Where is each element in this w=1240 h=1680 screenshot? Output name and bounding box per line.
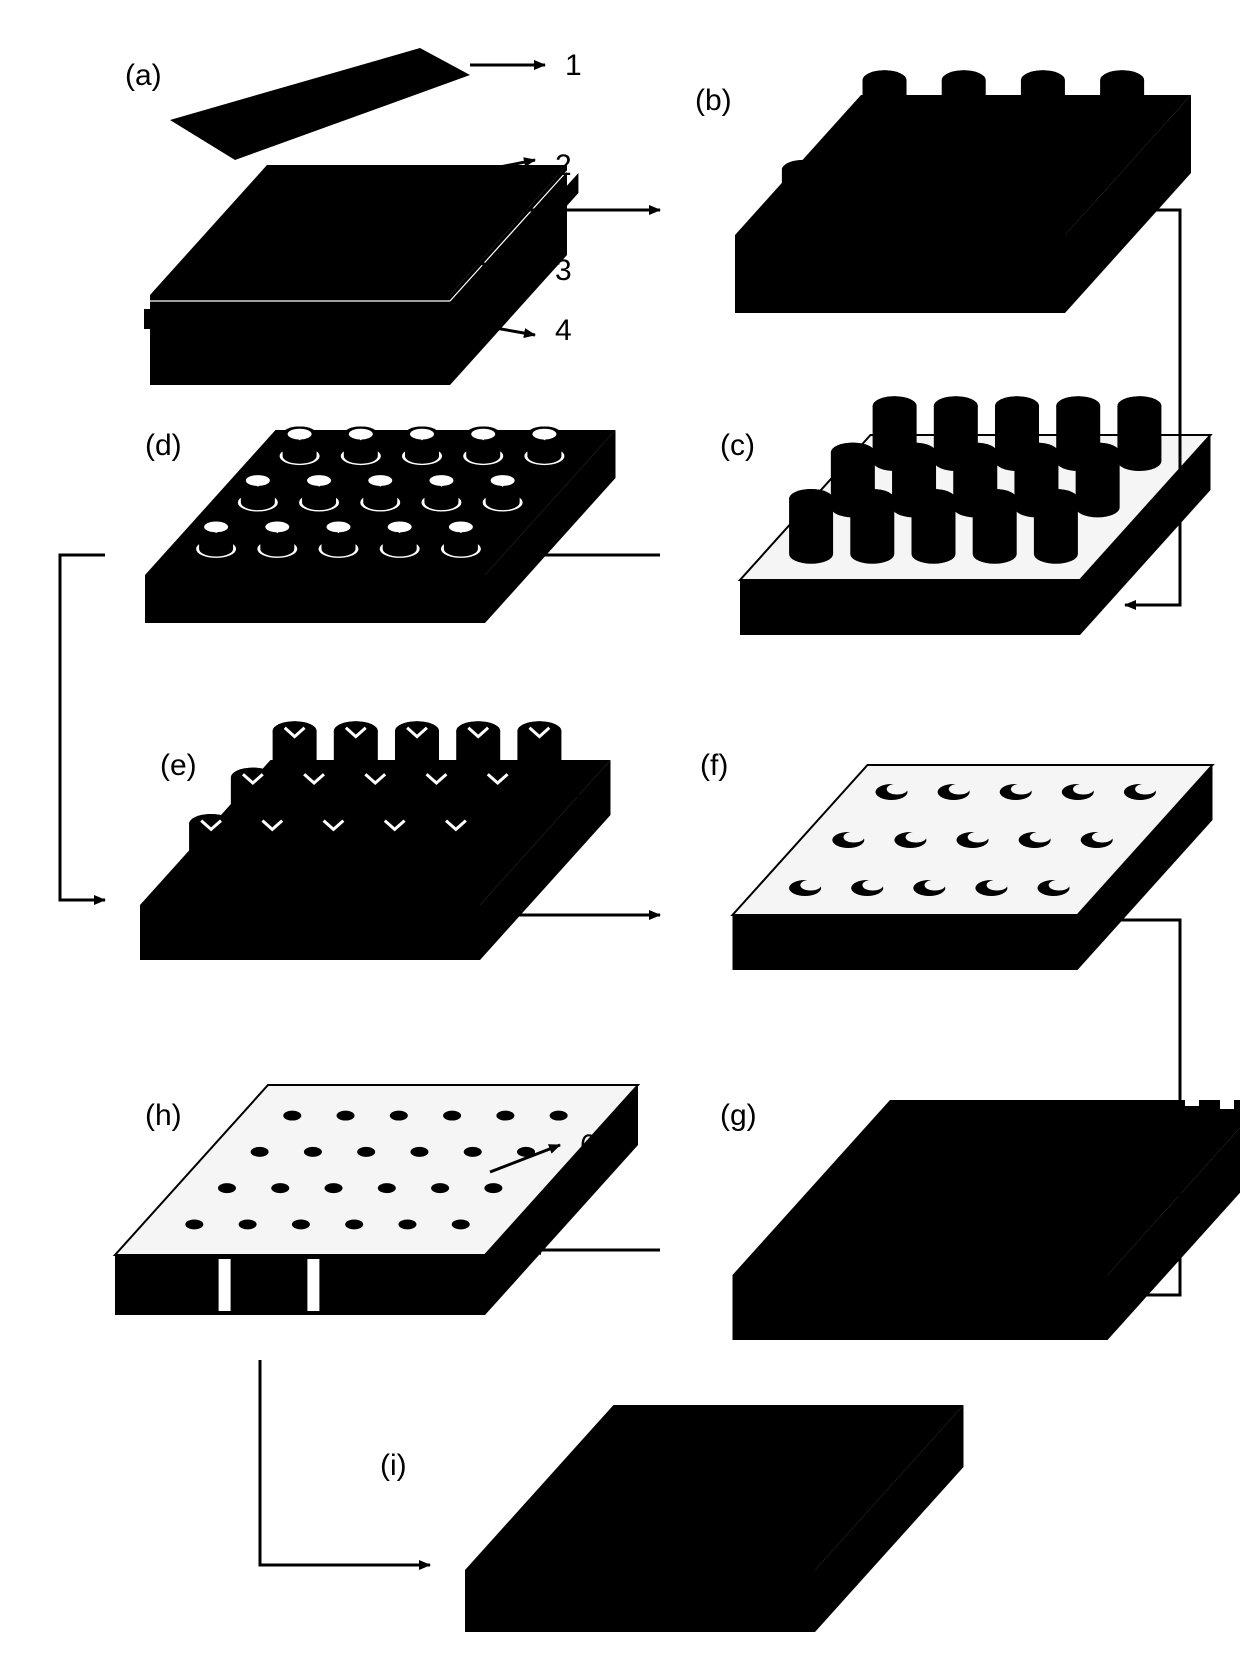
panel-g: [733, 1094, 1240, 1340]
arrow-d-to-e: [60, 555, 105, 900]
panel-label: (h): [145, 1099, 182, 1132]
panel-b: [735, 70, 1191, 313]
panel-i: [465, 1405, 964, 1632]
panel-label: (b): [695, 84, 732, 117]
callout-label: 2: [555, 149, 572, 182]
callout-label: 3: [555, 254, 572, 287]
panel-label: (g): [720, 1099, 757, 1132]
panel-label: (e): [160, 749, 197, 782]
callout-label: 4: [555, 314, 572, 347]
callout-label: 6: [580, 1129, 597, 1162]
panel-c: [740, 396, 1211, 635]
panel-label: (a): [125, 59, 162, 92]
panel-a: [144, 48, 578, 385]
panel-e: [140, 721, 611, 960]
panel-label: (d): [145, 429, 182, 462]
peeling-sheet: [170, 48, 470, 160]
panel-label: (i): [380, 1449, 407, 1482]
panel-f: [733, 765, 1213, 970]
callout-label: 1: [565, 49, 582, 82]
panel-label: (c): [720, 429, 755, 462]
panel-d: [145, 426, 616, 623]
panel-h: [115, 1085, 638, 1315]
callout-label: 5: [575, 789, 592, 822]
panel-label: (f): [700, 749, 728, 782]
